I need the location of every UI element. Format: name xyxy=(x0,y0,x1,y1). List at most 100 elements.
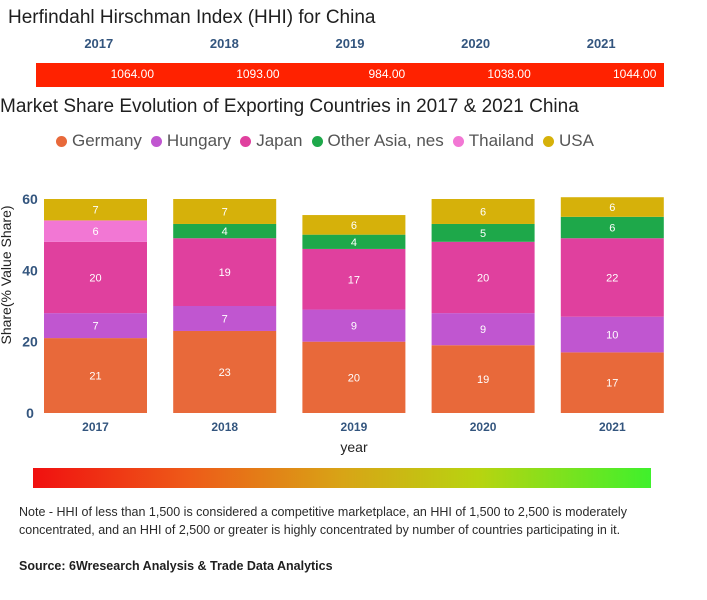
hhi-year-row: 2017 2018 2019 2020 2021 xyxy=(36,36,664,54)
bar-segment[interactable] xyxy=(44,313,147,339)
legend-dot-icon xyxy=(452,135,464,147)
x-tick-label: 2019 xyxy=(341,420,368,434)
data-label: 17 xyxy=(348,274,360,286)
hhi-year-label: 2021 xyxy=(586,36,616,51)
data-label: 17 xyxy=(606,378,618,390)
data-label: 19 xyxy=(477,374,489,386)
hhi-scale-gradient xyxy=(33,468,651,488)
bar-segment[interactable] xyxy=(302,248,406,310)
legend-dot-icon xyxy=(240,135,252,147)
bar-segment[interactable] xyxy=(560,197,664,217)
hhi-value: 1064.00 xyxy=(110,67,154,81)
legend-item[interactable]: Japan xyxy=(240,131,303,151)
hhi-year-label: 2019 xyxy=(335,36,365,51)
bar-segment[interactable] xyxy=(560,352,664,413)
hhi-value: 1044.00 xyxy=(613,67,657,81)
hhi-year-label: 2020 xyxy=(461,36,491,51)
note-text: Note - HHI of less than 1,500 is conside… xyxy=(19,505,627,537)
data-label: 7 xyxy=(222,313,228,325)
y-axis: 0 20 40 60 xyxy=(22,191,38,421)
data-label: 7 xyxy=(222,206,228,218)
legend-label: Hungary xyxy=(166,131,232,150)
data-label: 6 xyxy=(609,202,615,214)
legend-item[interactable]: Thailand xyxy=(452,131,534,151)
data-label: 9 xyxy=(351,321,357,333)
bar-segment[interactable] xyxy=(173,306,277,331)
bar-segment[interactable] xyxy=(560,216,664,239)
bar-segment[interactable] xyxy=(44,199,147,221)
x-axis-title: year xyxy=(340,439,368,455)
legend-label: Other Asia, nes xyxy=(327,131,444,150)
data-label: 20 xyxy=(348,372,360,384)
legend-label: Japan xyxy=(256,131,303,150)
data-label: 19 xyxy=(219,267,231,279)
bar-segment[interactable] xyxy=(44,220,147,242)
hhi-title: Herfindahl Hirschman Index (HHI) for Chi… xyxy=(8,7,376,28)
hhi-value: 1038.00 xyxy=(487,67,531,81)
stacked-bar-chart: 0 20 40 60 21 7 20 6 7 23 7 19 4 7 20 9 17 4 6 19 9 20 5 6 17 10… xyxy=(0,191,664,455)
data-label: 4 xyxy=(351,237,357,249)
legend-item[interactable]: Hungary xyxy=(150,131,232,151)
bar-segment[interactable] xyxy=(560,316,664,353)
y-tick-label: 40 xyxy=(22,262,38,278)
x-tick-label: 2020 xyxy=(470,420,497,434)
hhi-year-label: 2017 xyxy=(84,36,114,51)
bar-segment[interactable] xyxy=(431,313,535,346)
bar-segment[interactable] xyxy=(173,238,277,306)
hhi-value-bar: 1064.00 1093.00 984.00 1038.00 1044.00 xyxy=(36,63,664,87)
bar-segment[interactable] xyxy=(173,199,277,224)
data-label: 5 xyxy=(480,228,486,240)
legend-item[interactable]: USA xyxy=(542,131,594,151)
data-label: 7 xyxy=(92,205,98,217)
legend-label: Germany xyxy=(72,131,142,150)
x-axis: 2017 2018 2019 2020 2021 xyxy=(82,420,626,434)
data-label: 6 xyxy=(480,206,486,218)
data-label: 10 xyxy=(606,330,618,342)
y-axis-title: Share(% Value Share) xyxy=(0,205,14,344)
data-label: 6 xyxy=(351,220,357,232)
source-text: Source: 6Wresearch Analysis & Trade Data… xyxy=(19,559,333,573)
hhi-year-label: 2018 xyxy=(209,36,239,51)
bar-segment[interactable] xyxy=(302,341,406,413)
data-label: 9 xyxy=(480,324,486,336)
data-label: 20 xyxy=(89,272,101,284)
data-label: 20 xyxy=(477,272,489,284)
bar-segment[interactable] xyxy=(431,199,535,224)
legend-dot-icon xyxy=(150,135,162,147)
x-tick-label: 2021 xyxy=(599,420,626,434)
chart-title: Market Share Evolution of Exporting Coun… xyxy=(0,96,579,117)
legend-dot-icon xyxy=(311,135,323,147)
y-tick-label: 20 xyxy=(22,334,38,350)
data-label: 6 xyxy=(92,226,98,238)
bar-segment[interactable] xyxy=(302,215,406,235)
data-label: 22 xyxy=(606,272,618,284)
legend-label: USA xyxy=(558,131,594,150)
bar-segment[interactable] xyxy=(173,223,277,239)
bar-segment[interactable] xyxy=(431,223,535,242)
bar-segment[interactable] xyxy=(431,241,535,314)
bar-segment[interactable] xyxy=(173,330,277,413)
y-tick-label: 60 xyxy=(22,191,38,207)
bar-segment[interactable] xyxy=(560,238,664,317)
bar-segment[interactable] xyxy=(44,241,147,314)
data-label: 6 xyxy=(609,223,615,235)
legend-dot-icon xyxy=(56,135,67,147)
chart-legend: Germany Hungary Japan Other Asia, nes Thaila… xyxy=(56,130,603,152)
x-tick-label: 2018 xyxy=(211,420,238,434)
legend-dot-icon xyxy=(542,135,554,147)
bar-segment[interactable] xyxy=(302,309,406,342)
bar-segment[interactable] xyxy=(431,345,535,413)
data-label: 21 xyxy=(89,371,101,383)
legend-item[interactable]: Germany xyxy=(56,131,142,151)
legend-label: Thailand xyxy=(468,131,534,150)
y-tick-label: 0 xyxy=(26,405,34,421)
hhi-value: 984.00 xyxy=(368,67,406,81)
bars: 21 7 20 6 7 23 7 19 4 7 20 9 17 4 6 19 9 20 5 6 17 10 22 6 6 xyxy=(44,197,664,413)
legend-item[interactable]: Other Asia, nes xyxy=(311,131,444,151)
hhi-value: 1093.00 xyxy=(236,67,280,81)
x-tick-label: 2017 xyxy=(82,420,109,434)
bar-segment[interactable] xyxy=(44,338,147,413)
data-label: 4 xyxy=(222,226,228,238)
bar-segment[interactable] xyxy=(302,234,406,249)
data-label: 23 xyxy=(219,367,231,379)
